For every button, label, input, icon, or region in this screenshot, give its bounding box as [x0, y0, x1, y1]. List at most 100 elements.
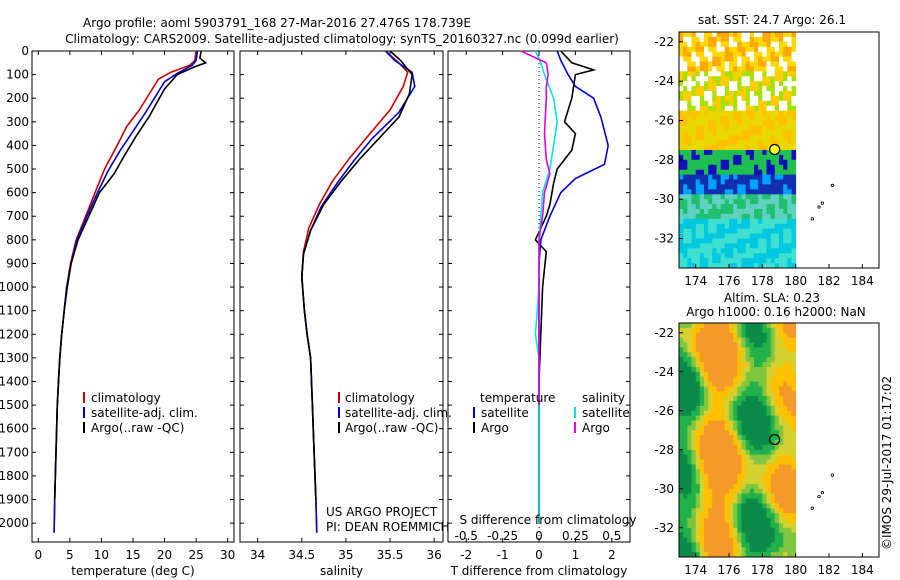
map-cell [787, 218, 792, 225]
map-cell [741, 342, 747, 348]
map-cell [766, 140, 772, 146]
map-cell [687, 493, 692, 499]
map-cell [766, 223, 772, 230]
map-cell [704, 376, 709, 382]
map-cell [716, 233, 722, 239]
map-cell [729, 371, 734, 378]
map-cell [762, 454, 767, 460]
map-cell [724, 115, 730, 121]
map-cell [708, 135, 713, 141]
map-cell [737, 327, 742, 334]
map-cell [779, 376, 784, 382]
map-cell [704, 518, 709, 524]
map-cell [712, 479, 717, 485]
map-cell [724, 488, 730, 495]
map-cell [787, 71, 792, 77]
map-cell [774, 483, 780, 490]
map-cell [791, 522, 797, 529]
map-cell [691, 179, 697, 185]
map-cell [704, 430, 709, 436]
map-cell [708, 518, 713, 524]
map-cell [779, 184, 784, 190]
map-cell [720, 145, 726, 151]
map-cell [783, 184, 788, 190]
map-cell [687, 204, 692, 210]
map-cell [754, 223, 759, 230]
map-cell [791, 430, 797, 436]
map-cell [699, 474, 705, 480]
map-cell [762, 518, 767, 524]
map-cell [779, 547, 784, 553]
map-cell [787, 95, 792, 102]
map-cell [741, 503, 747, 509]
map-cell [791, 36, 797, 43]
map-cell [691, 169, 697, 175]
map-cell [783, 327, 788, 334]
map-cell [729, 125, 734, 131]
map-cell [774, 56, 780, 62]
map-cell [704, 479, 709, 485]
map-cell [766, 435, 772, 441]
map-cell [720, 527, 726, 534]
map-cell [724, 440, 730, 446]
map-cell [691, 542, 697, 548]
map-cell [691, 145, 697, 151]
map-cell [687, 362, 692, 368]
map-cell [766, 376, 772, 382]
map-cell [729, 405, 734, 412]
map-cell [762, 263, 767, 269]
map-cell [787, 145, 792, 151]
map-cell [691, 342, 697, 348]
map-cell [679, 154, 684, 161]
map-cell [741, 518, 747, 524]
map-cell [708, 105, 713, 112]
map-cell [774, 537, 780, 543]
map-cell [687, 154, 692, 161]
map-cell [766, 342, 772, 348]
map-cell [766, 552, 772, 558]
map-cell [683, 243, 688, 249]
map-cell [708, 233, 713, 239]
map-cell [729, 454, 734, 460]
map-cell [749, 174, 755, 180]
map-cell [783, 401, 788, 407]
map-cell [704, 542, 709, 548]
map-cell [758, 376, 763, 382]
map-cell [712, 56, 717, 62]
map-cell [720, 81, 726, 87]
map-cell [691, 71, 697, 77]
x-tick-label: 10 [94, 548, 109, 562]
map-cell [708, 342, 713, 348]
map-cell [712, 327, 717, 334]
map-cell [729, 199, 734, 205]
map-cell [716, 371, 722, 378]
map-cell [699, 189, 705, 195]
map-cell [724, 352, 730, 358]
map-cell [783, 371, 788, 378]
map-cell [729, 189, 734, 195]
map-cell [720, 248, 726, 254]
map-cell [724, 213, 730, 220]
map-cell [741, 218, 747, 225]
map-cell [683, 125, 688, 131]
map-cell [758, 130, 763, 136]
map-cell [737, 522, 742, 529]
map-cell [762, 376, 767, 382]
map-cell [691, 396, 697, 402]
map-cell [729, 174, 734, 180]
map-cell [762, 169, 767, 175]
map-cell [687, 537, 692, 543]
map-cell [783, 430, 788, 436]
map-cell [708, 248, 713, 254]
map-cell [754, 169, 759, 175]
map-cell [745, 547, 751, 553]
map-cell [724, 376, 730, 382]
legend-swatch-temp-satellite [473, 407, 475, 418]
island-marker [817, 494, 821, 499]
map-cell [745, 376, 751, 382]
map-cell [724, 474, 730, 480]
map-cell [762, 91, 767, 97]
map-cell [720, 508, 726, 514]
map-cell [745, 36, 751, 43]
